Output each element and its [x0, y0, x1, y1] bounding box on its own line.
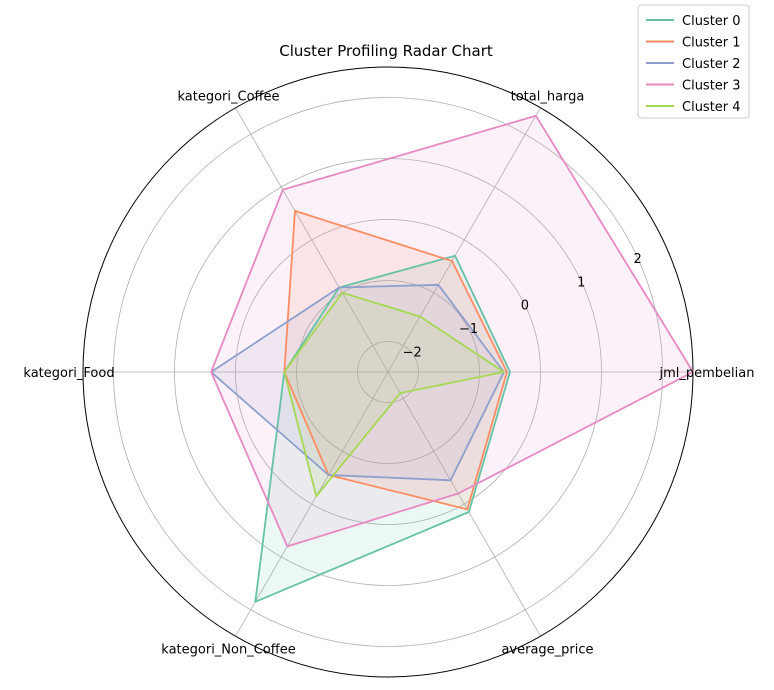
axis-label-kategori_Food: kategori_Food [23, 366, 114, 381]
axis-label-kategori_Coffee: kategori_Coffee [177, 90, 279, 105]
series-fill-cluster-2 [211, 284, 504, 481]
series-line-cluster-4 [283, 291, 505, 498]
spoke-kategori_Non_Coffee [235, 371, 389, 637]
chart-title: Cluster Profiling Radar Chart [279, 42, 493, 60]
r-tick-label: 1 [577, 275, 585, 290]
r-tick-label: 2 [633, 252, 641, 267]
axis-label-kategori_Non_Coffee: kategori_Non_Coffee [161, 642, 295, 657]
grid-layer [82, 66, 694, 678]
series-fill-cluster-1 [284, 210, 507, 510]
legend-label-cluster-2: Cluster 2 [682, 57, 741, 72]
legend: Cluster 0 Cluster 1 Cluster 2 Cluster 3 Clus… [637, 4, 750, 119]
legend-label-cluster-4: Cluster 4 [682, 100, 741, 115]
series-layer [210, 114, 694, 603]
axis-label-jml_pembelian: jml_pembelian [659, 366, 755, 381]
axis-label-total_harga: total_harga [511, 90, 585, 105]
r-tick-label: 0 [521, 299, 529, 314]
r-tick-label: −1 [459, 322, 478, 337]
legend-label-cluster-3: Cluster 3 [682, 79, 741, 94]
label-layer: −2 −1 0 1 2 jml_pembelian total_harga kategori_… [23, 90, 754, 658]
series-fill-cluster-3 [211, 115, 693, 547]
series-line-cluster-3 [210, 114, 694, 548]
spoke-total_harga [387, 107, 541, 373]
series-fill-cluster-0 [255, 255, 510, 602]
legend-label-cluster-0: Cluster 0 [682, 14, 741, 29]
legend-frame [637, 4, 750, 119]
axis-label-average_price: average_price [501, 642, 593, 657]
spoke-average_price [387, 371, 541, 637]
spoke-kategori_Coffee [235, 107, 389, 373]
series-fill-cluster-4 [284, 292, 504, 497]
legend-label-cluster-1: Cluster 1 [682, 36, 741, 51]
r-tick-label: −2 [403, 345, 422, 360]
